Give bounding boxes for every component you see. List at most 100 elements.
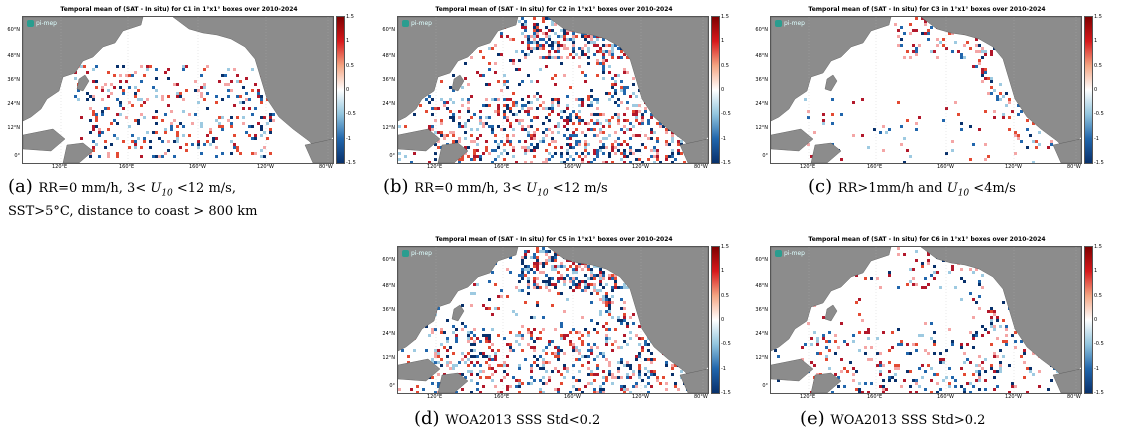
data-cell xyxy=(596,289,599,292)
longitude-tick-label: 160°W xyxy=(564,164,581,170)
data-cell xyxy=(158,155,161,158)
data-cell xyxy=(569,280,572,283)
data-cell xyxy=(542,56,545,59)
data-cell xyxy=(560,274,563,277)
data-cell xyxy=(873,128,876,131)
data-cell xyxy=(984,358,987,361)
data-cell xyxy=(629,331,632,334)
data-cell xyxy=(524,265,527,268)
data-cell xyxy=(822,122,825,125)
data-cell xyxy=(590,104,593,107)
data-cell xyxy=(560,382,563,385)
data-cell xyxy=(485,361,488,364)
data-cell xyxy=(563,364,566,367)
data-cell xyxy=(197,140,200,143)
land-mass xyxy=(451,74,465,92)
data-cell xyxy=(548,50,551,53)
latitude-tick-label: 60°N xyxy=(7,27,20,33)
data-cell xyxy=(518,364,521,367)
data-cell xyxy=(951,140,954,143)
data-cell xyxy=(518,385,521,388)
data-cell xyxy=(476,128,479,131)
data-cell xyxy=(966,358,969,361)
land-mass xyxy=(172,17,333,152)
data-cell xyxy=(593,343,596,346)
data-cell xyxy=(972,298,975,301)
data-cell xyxy=(629,161,632,163)
data-cell xyxy=(876,364,879,367)
data-cell xyxy=(638,355,641,358)
caption-u10: U10 xyxy=(946,181,970,199)
data-cell xyxy=(1029,370,1032,373)
data-cell xyxy=(596,367,599,370)
caption-text-post: <12 m/s xyxy=(548,181,608,196)
data-cell xyxy=(948,382,951,385)
land-mass xyxy=(771,358,814,382)
data-cell xyxy=(506,295,509,298)
data-cell xyxy=(572,146,575,149)
data-cell xyxy=(620,376,623,379)
data-cell xyxy=(92,125,95,128)
data-cell xyxy=(596,331,599,334)
data-cell xyxy=(677,152,680,155)
data-cell xyxy=(581,131,584,134)
pimep-logo: pi-mep xyxy=(775,250,805,257)
data-cell xyxy=(512,113,515,116)
data-cell xyxy=(509,59,512,62)
data-cell xyxy=(831,122,834,125)
data-cell xyxy=(506,104,509,107)
data-cell xyxy=(653,155,656,158)
data-cell xyxy=(611,289,614,292)
data-cell xyxy=(641,116,644,119)
data-cell xyxy=(629,137,632,140)
data-cell xyxy=(614,113,617,116)
data-cell xyxy=(1014,134,1017,137)
data-cell xyxy=(536,301,539,304)
data-cell xyxy=(524,358,527,361)
data-cell xyxy=(566,268,569,271)
data-cell xyxy=(140,113,143,116)
data-cell xyxy=(560,161,563,163)
data-cell xyxy=(479,391,482,393)
data-cell xyxy=(614,274,617,277)
data-cell xyxy=(891,331,894,334)
data-cell xyxy=(617,104,620,107)
data-cell xyxy=(578,119,581,122)
data-cell xyxy=(623,125,626,128)
data-cell xyxy=(545,41,548,44)
data-cell xyxy=(518,382,521,385)
latitude-tick-label: 36°N xyxy=(755,77,768,83)
data-cell xyxy=(482,334,485,337)
data-cell xyxy=(900,385,903,388)
data-cell xyxy=(638,343,641,346)
data-cell xyxy=(990,53,993,56)
data-cell xyxy=(581,355,584,358)
data-cell xyxy=(98,128,101,131)
data-cell xyxy=(984,110,987,113)
data-cell xyxy=(464,137,467,140)
data-cell xyxy=(119,80,122,83)
data-cell xyxy=(221,98,224,101)
data-cell xyxy=(605,376,608,379)
data-cell xyxy=(1023,376,1026,379)
data-cell xyxy=(623,119,626,122)
data-cell xyxy=(611,53,614,56)
data-cell xyxy=(855,301,858,304)
map-title: Temporal mean of (SAT - In situ) for C6 … xyxy=(808,236,1046,243)
data-cell xyxy=(987,77,990,80)
data-cell xyxy=(521,337,524,340)
colorbar-tick-label: -1 xyxy=(346,135,351,142)
data-cell xyxy=(533,349,536,352)
data-cell xyxy=(608,134,611,137)
data-cell xyxy=(527,271,530,274)
data-cell xyxy=(491,47,494,50)
data-cell xyxy=(260,101,263,104)
data-cell xyxy=(500,53,503,56)
data-cell xyxy=(488,346,491,349)
data-cell xyxy=(557,352,560,355)
data-cell xyxy=(572,283,575,286)
data-cell xyxy=(960,346,963,349)
data-cell xyxy=(620,89,623,92)
data-cell xyxy=(608,310,611,313)
data-cell xyxy=(530,316,533,319)
